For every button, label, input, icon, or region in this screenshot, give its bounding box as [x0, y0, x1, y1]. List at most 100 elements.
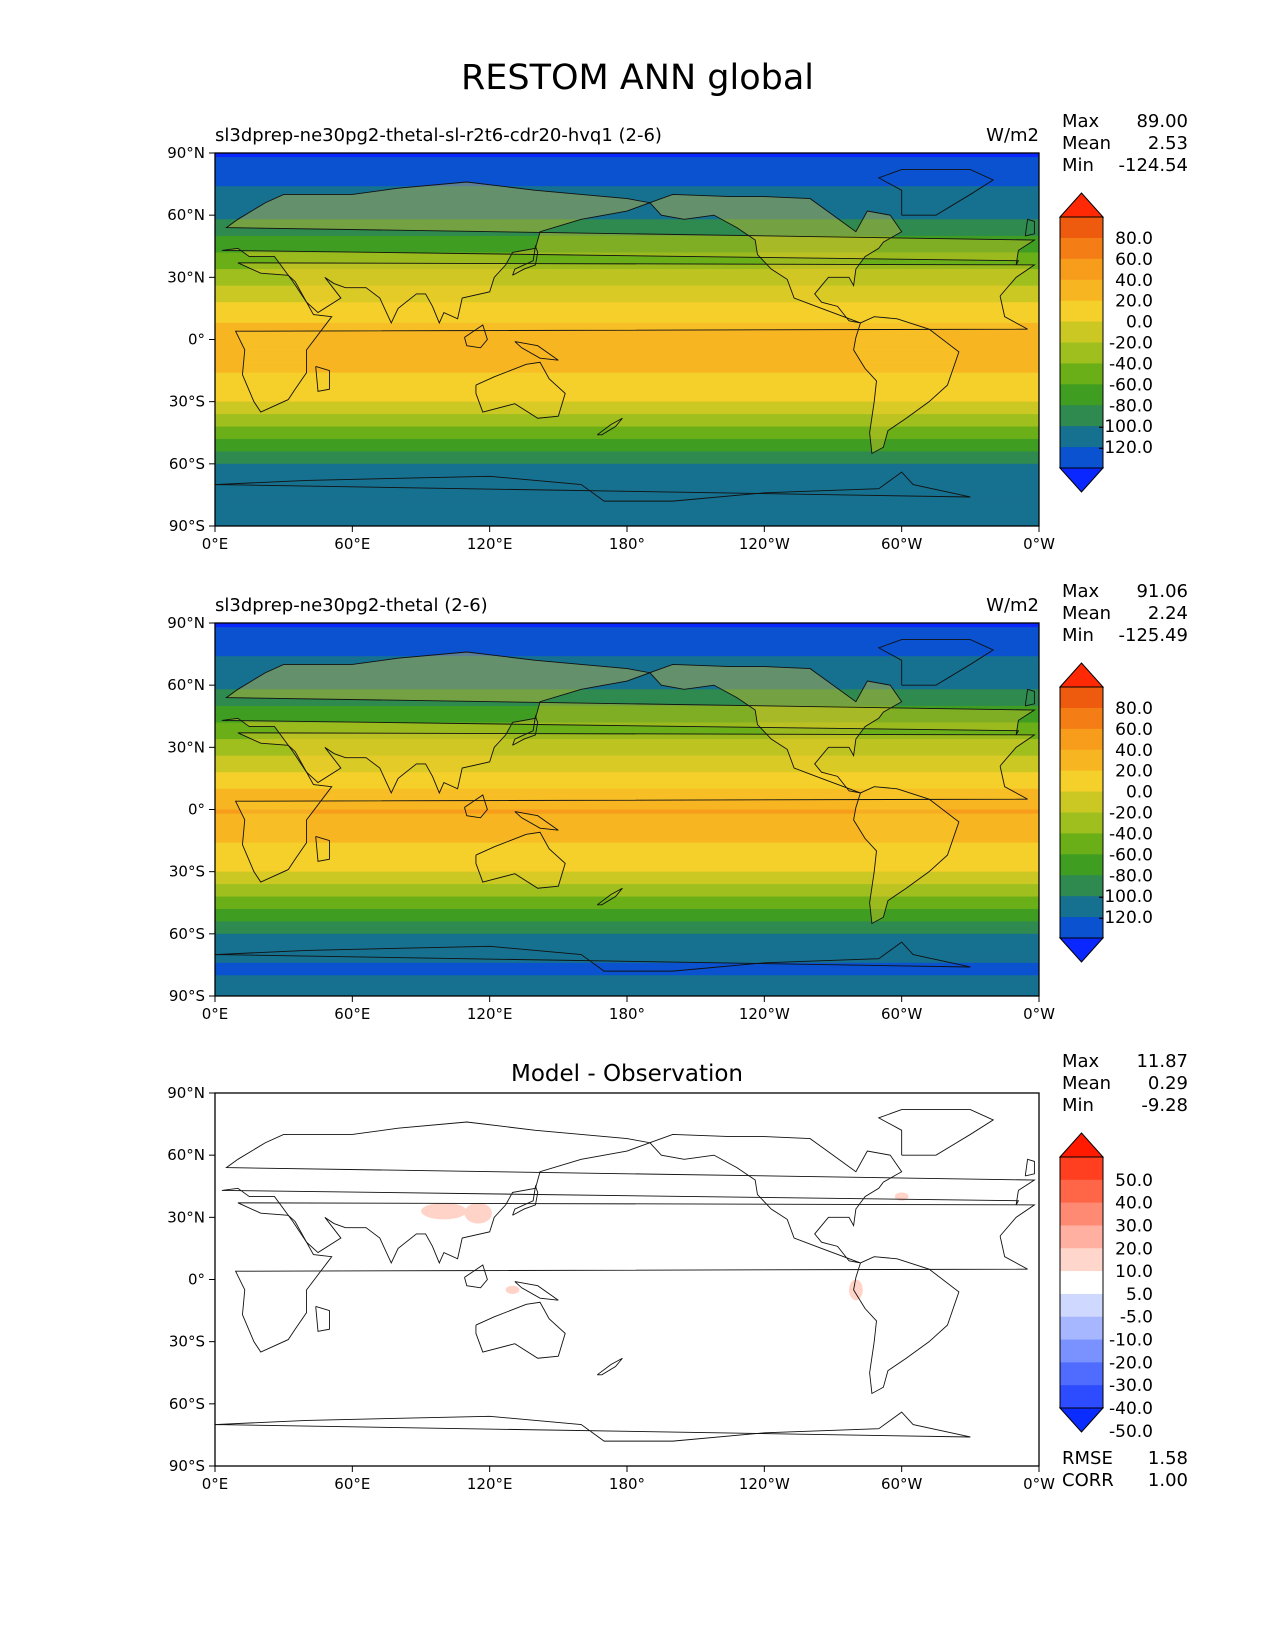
stat-value: -124.54 — [1119, 155, 1188, 176]
diff-anomaly — [849, 1279, 863, 1301]
zonal-band — [215, 714, 1039, 719]
colorbar-tick-label: -40.0 — [1109, 1399, 1153, 1419]
zonal-band — [215, 759, 1039, 765]
x-tick-label: 60°E — [334, 535, 370, 553]
colorbar-segment — [1060, 426, 1103, 448]
y-tick-label: 0° — [188, 1271, 205, 1289]
zonal-band — [215, 647, 1039, 653]
zonal-band — [215, 685, 1039, 690]
zonal-band — [215, 451, 1039, 457]
x-tick-label: 60°W — [881, 1005, 923, 1023]
coastline — [512, 714, 539, 746]
zonal-band — [215, 983, 1039, 989]
zonal-band — [215, 946, 1039, 952]
colorbar-tick-label: -100.0 — [1098, 417, 1153, 437]
zonal-band — [215, 376, 1039, 382]
zonal-band — [215, 165, 1039, 171]
coastline — [853, 316, 960, 455]
zonal-band — [215, 672, 1039, 678]
zonal-band — [215, 884, 1039, 889]
zonal-band — [215, 933, 1039, 939]
colorbar-segment — [1060, 728, 1103, 751]
zonal-band — [215, 991, 1039, 996]
zonal-band — [215, 917, 1039, 922]
coastline — [853, 786, 960, 925]
coastline — [649, 663, 903, 794]
x-tick-label: 0°W — [1023, 535, 1055, 553]
zonal-band — [215, 888, 1039, 893]
zonal-band — [215, 335, 1039, 341]
zonal-band — [215, 492, 1039, 498]
colorbar-segment — [1060, 917, 1103, 939]
zonal-band — [215, 710, 1039, 715]
coastline — [464, 1264, 488, 1289]
y-tick-label: 30°S — [169, 863, 205, 881]
stat-label: Max — [1062, 1051, 1100, 1072]
zonal-band — [215, 859, 1039, 864]
stat-label: CORR — [1062, 1470, 1114, 1491]
x-tick-label: 120°W — [739, 535, 790, 553]
colorbar-segment — [1060, 300, 1103, 323]
x-tick-label: 120°E — [467, 1005, 513, 1023]
zonal-band — [215, 838, 1039, 844]
zonal-band — [215, 177, 1039, 183]
colorbar-tick-label: 20.0 — [1115, 762, 1153, 782]
x-tick-label: 0°E — [202, 1005, 229, 1023]
figure-title: RESTOM ANN global — [460, 58, 815, 98]
zonal-band — [215, 182, 1039, 187]
coastline — [234, 1202, 1036, 1353]
y-tick-label: 30°S — [169, 1333, 205, 1351]
land-shading — [235, 732, 1035, 883]
colorbar-segment — [1060, 363, 1103, 385]
zonal-band — [215, 971, 1039, 976]
zonal-band — [215, 443, 1039, 448]
y-tick-label: 60°S — [169, 925, 205, 943]
map-panel-test: 0°E 60°E 120°E 180° 120°W 60°W 0°W 90°N 60°N 30°N… — [167, 111, 1188, 553]
colorbar-tick-label: -120.0 — [1098, 908, 1153, 928]
stat-value: 1.00 — [1148, 1470, 1188, 1491]
zonal-band — [215, 173, 1039, 179]
colorbar-segment — [1060, 1179, 1103, 1204]
zonal-band — [215, 900, 1039, 906]
zonal-band — [215, 364, 1039, 370]
zonal-band — [215, 161, 1039, 167]
zonal-band — [215, 273, 1039, 278]
zonal-band — [215, 697, 1039, 703]
y-tick-label: 60°N — [167, 206, 205, 224]
coastline — [877, 1109, 995, 1156]
stat-value: 89.00 — [1136, 111, 1188, 132]
coastline — [315, 366, 330, 392]
coastline — [315, 1306, 330, 1332]
diff-anomaly — [421, 1202, 467, 1220]
zonal-band — [215, 385, 1039, 390]
coastline — [464, 324, 488, 349]
colorbar-segment — [1060, 258, 1103, 281]
colorbar-extend-min — [1058, 1407, 1105, 1433]
colorbar-tick-label: -20.0 — [1109, 1353, 1153, 1373]
coastline — [1024, 688, 1035, 707]
colorbar-segment — [1060, 833, 1103, 855]
zonal-band — [215, 668, 1039, 674]
coastline — [649, 1133, 903, 1264]
stat-label: Min — [1062, 155, 1094, 176]
zonal-band — [215, 660, 1039, 666]
stat-label: Mean — [1062, 1073, 1111, 1094]
zonal-band — [215, 805, 1039, 811]
zonal-band — [215, 397, 1039, 403]
zonal-band — [215, 409, 1039, 415]
stat-value: -125.49 — [1119, 625, 1188, 646]
colorbar-extend-max — [1058, 192, 1105, 218]
zonal-band — [215, 954, 1039, 960]
zonal-band — [215, 768, 1039, 773]
zonal-band — [215, 821, 1039, 827]
colorbar-tick-label: 5.0 — [1126, 1285, 1153, 1305]
zonal-band — [215, 422, 1039, 428]
zonal-band — [215, 285, 1039, 291]
colorbar-extend-max — [1058, 662, 1105, 688]
zonal-band — [215, 401, 1039, 407]
x-tick-label: 0°E — [202, 1475, 229, 1493]
colorbar-segment — [1060, 279, 1103, 302]
x-tick-label: 60°W — [881, 535, 923, 553]
colorbar-segment — [1060, 1293, 1103, 1318]
coastline — [234, 732, 1036, 883]
